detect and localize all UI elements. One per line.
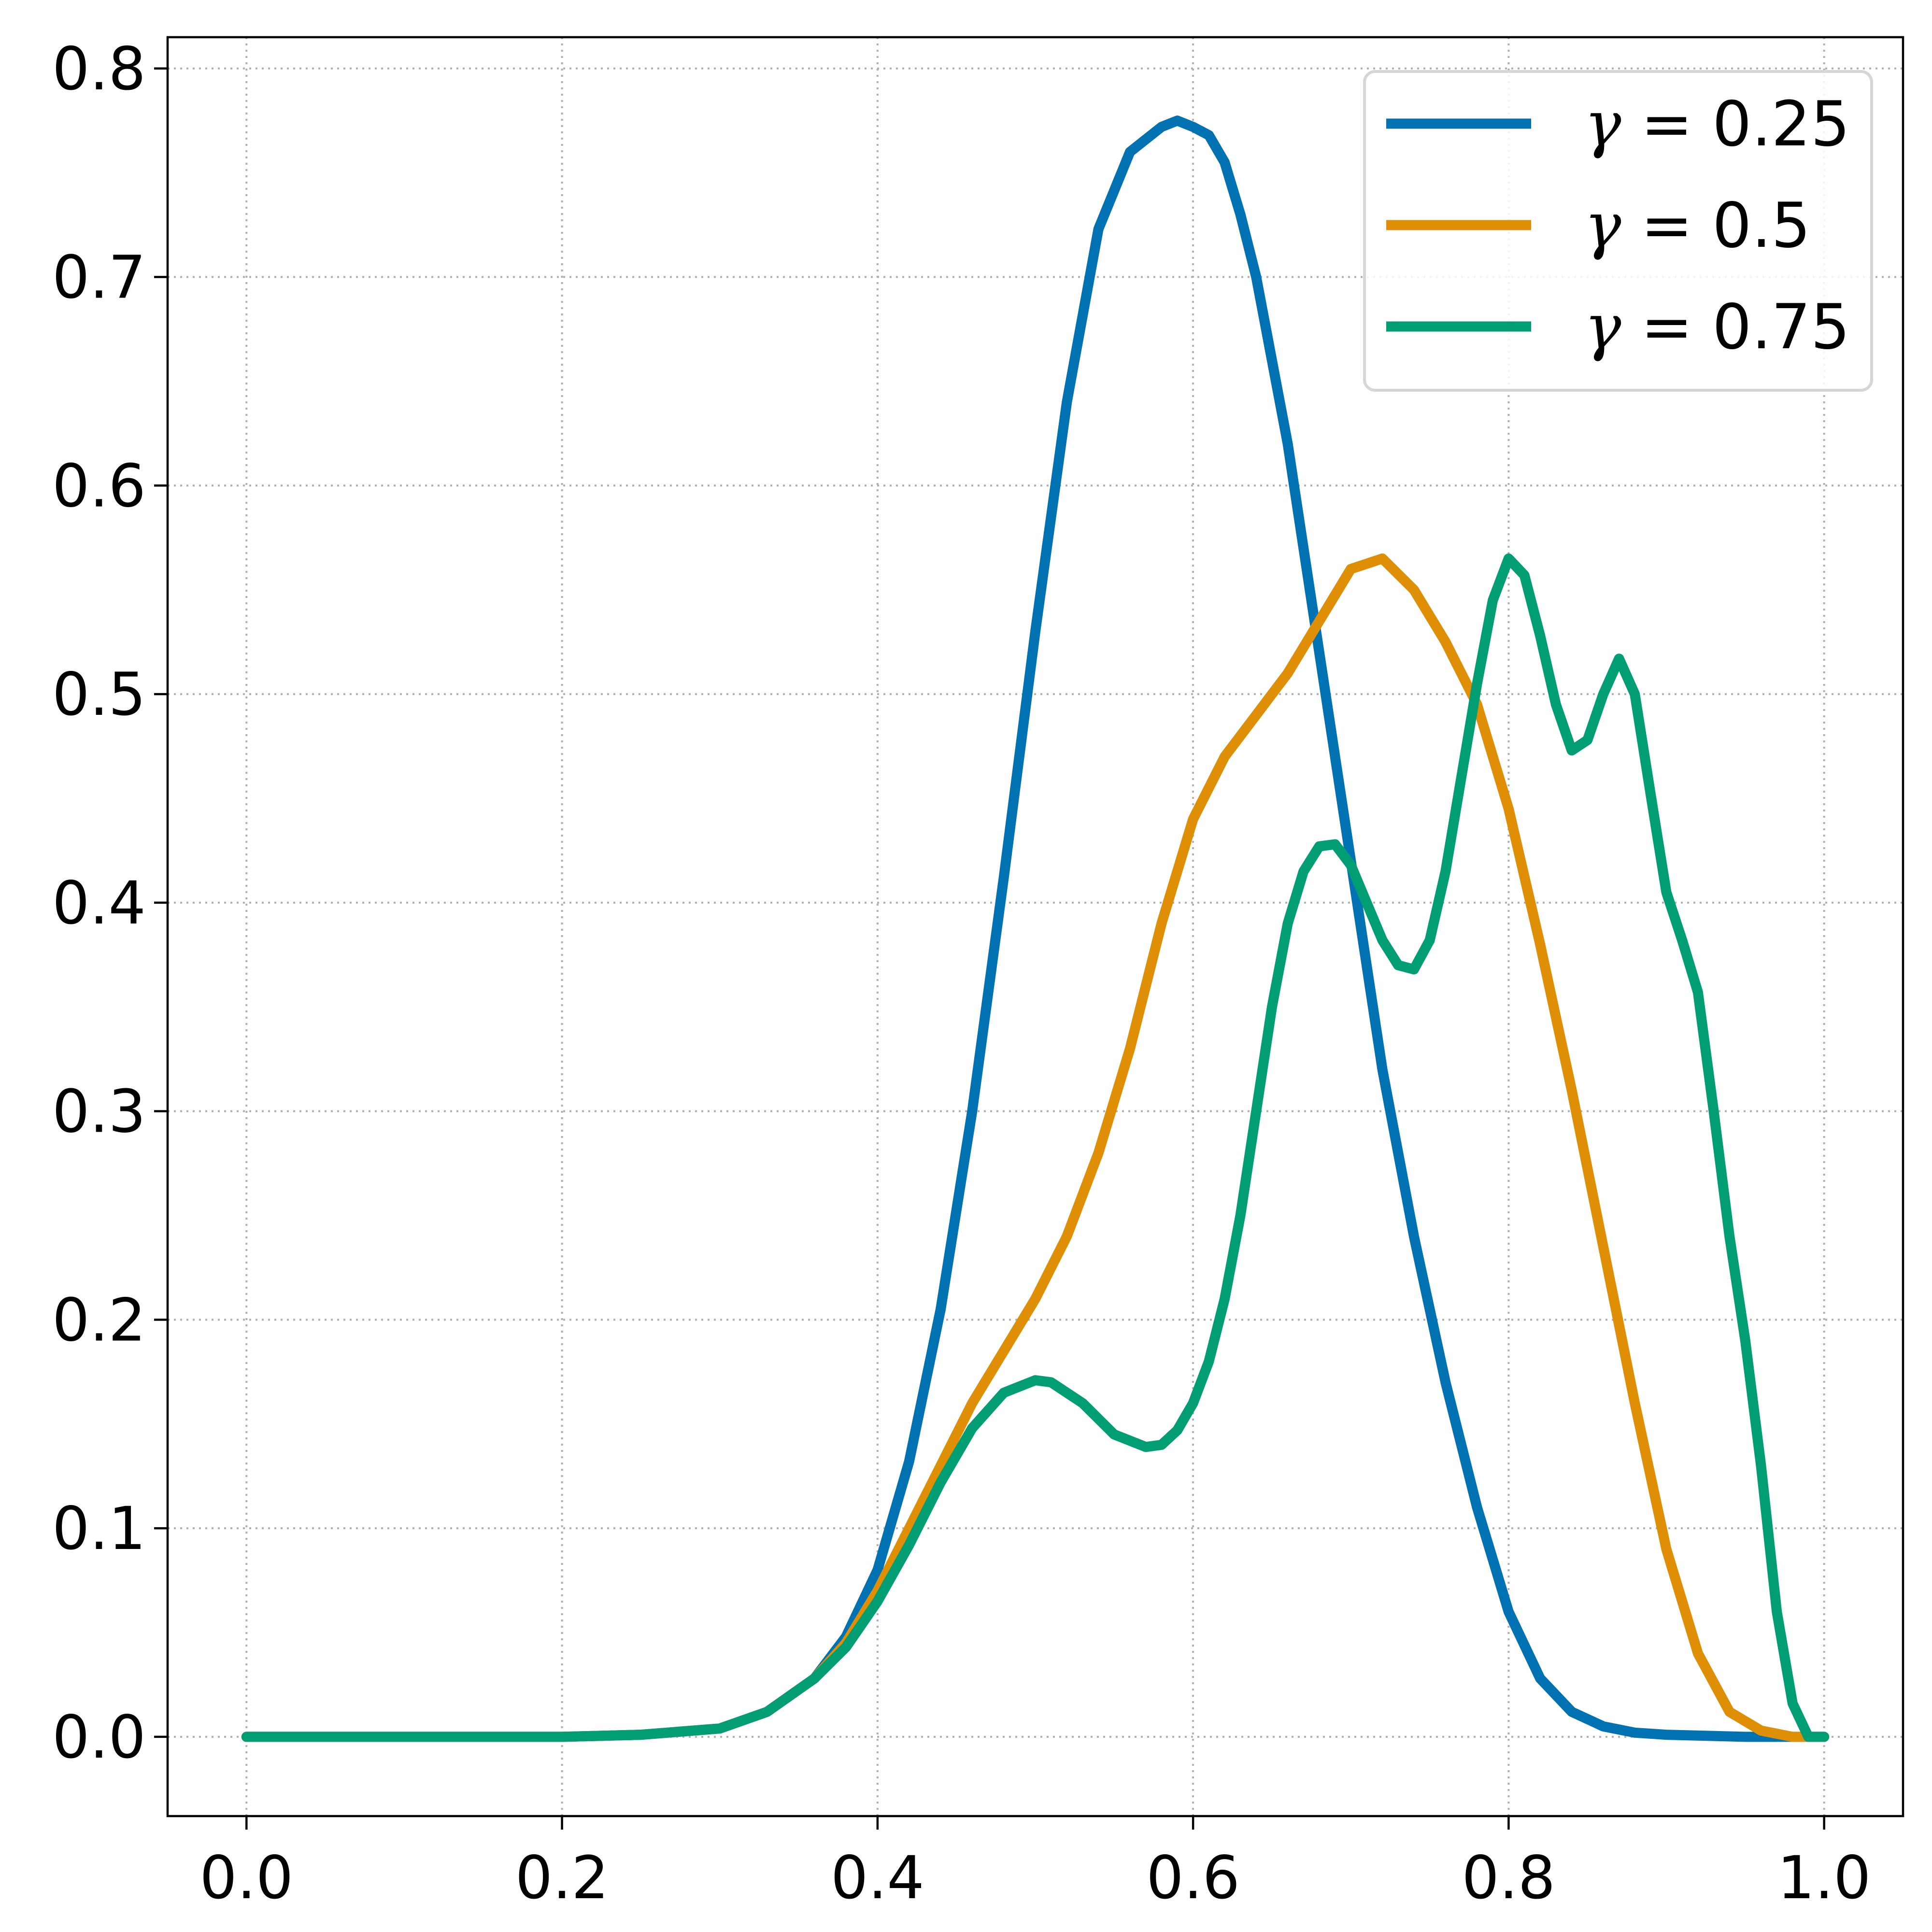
x-tick-label: 0.2 — [515, 1844, 609, 1912]
grid-layer — [168, 37, 1903, 1816]
y-tick-label: 0.7 — [52, 243, 146, 312]
y-tick-label: 0.5 — [52, 660, 146, 729]
legend-value: 0.25 — [1712, 88, 1850, 160]
series-line-3 — [241, 553, 1830, 1742]
series-layer — [241, 115, 1830, 1742]
y-tick-label: 0.1 — [52, 1494, 146, 1563]
y-tick-label: 0.2 — [52, 1286, 146, 1354]
legend-label-2: γ = 0.5 — [1584, 190, 1811, 262]
legend-gamma-symbol: γ — [1584, 190, 1621, 262]
tick-layer: 0.0 0.2 0.4 0.6 0.8 1.0 0.0 0.1 0.2 0.3 0.4 0.5 0.6 0… — [52, 35, 1871, 1912]
y-tick-label: 0.8 — [52, 35, 146, 103]
legend: γ = 0.25γ = 0.5γ = 0.75 — [1363, 70, 1873, 392]
y-tick-label: 0.4 — [52, 869, 146, 938]
x-tick-label: 0.0 — [199, 1844, 293, 1912]
plot-frame — [166, 36, 1904, 1818]
legend-label-1: γ = 0.25 — [1584, 88, 1850, 160]
x-tick-label: 1.0 — [1777, 1844, 1871, 1912]
legend-gamma-symbol: γ — [1584, 291, 1621, 363]
y-tick-label: 0.0 — [52, 1703, 146, 1772]
y-tick-label: 0.6 — [52, 452, 146, 520]
legend-equals: = — [1621, 88, 1713, 160]
legend-box — [1363, 70, 1873, 392]
x-tick-label: 0.8 — [1462, 1844, 1555, 1912]
legend-gamma-symbol: γ — [1584, 88, 1621, 160]
x-tick-label: 0.6 — [1146, 1844, 1240, 1912]
x-tick-label: 0.4 — [831, 1844, 924, 1912]
legend-label-3: γ = 0.75 — [1584, 291, 1850, 363]
legend-value: 0.75 — [1712, 291, 1850, 363]
legend-value: 0.5 — [1712, 190, 1811, 262]
legend-equals: = — [1621, 190, 1713, 262]
y-tick-label: 0.3 — [52, 1078, 146, 1146]
legend-equals: = — [1621, 291, 1713, 363]
